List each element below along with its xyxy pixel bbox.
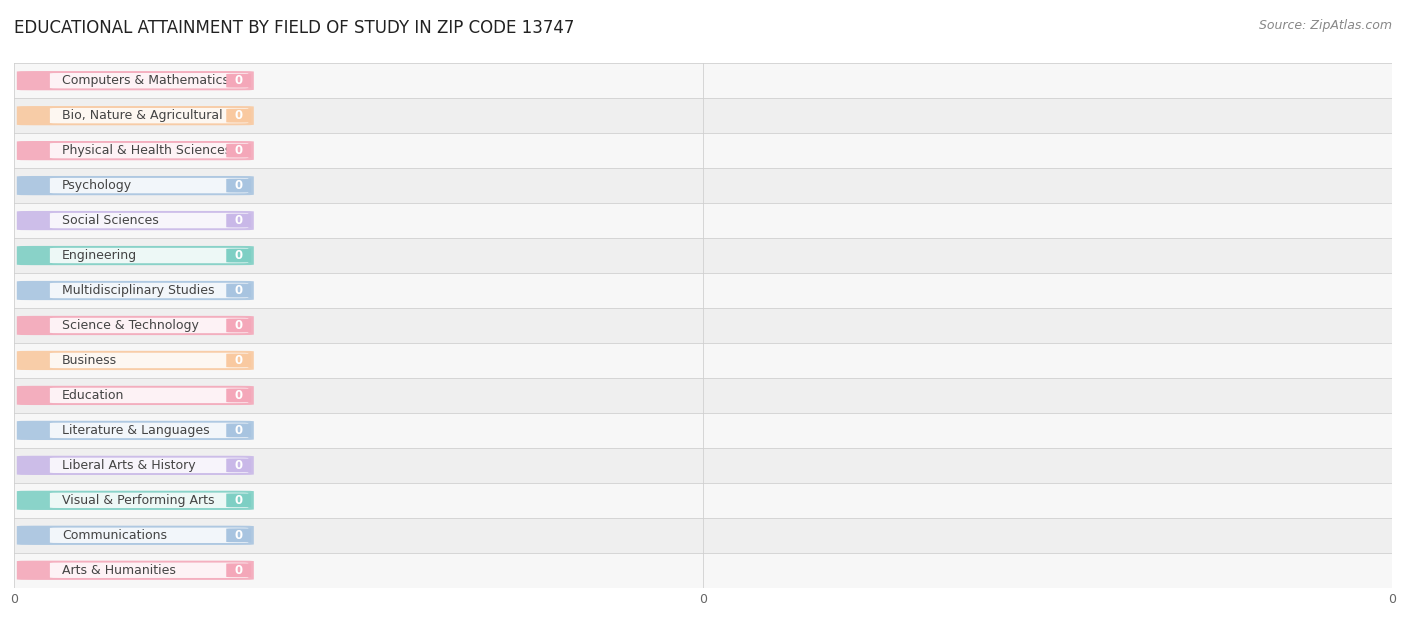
Bar — [14, 63, 1392, 98]
FancyBboxPatch shape — [226, 528, 252, 542]
FancyBboxPatch shape — [226, 353, 252, 367]
Text: 0: 0 — [235, 249, 243, 262]
FancyBboxPatch shape — [226, 423, 252, 437]
Bar — [14, 343, 1392, 378]
Text: EDUCATIONAL ATTAINMENT BY FIELD OF STUDY IN ZIP CODE 13747: EDUCATIONAL ATTAINMENT BY FIELD OF STUDY… — [14, 19, 575, 37]
Bar — [14, 133, 1392, 168]
Text: 0: 0 — [235, 74, 243, 87]
Text: 0: 0 — [235, 284, 243, 297]
Bar — [14, 273, 1392, 308]
Text: Business: Business — [62, 354, 117, 367]
Text: Computers & Mathematics: Computers & Mathematics — [62, 74, 229, 87]
Text: 0: 0 — [235, 144, 243, 157]
Text: Bio, Nature & Agricultural: Bio, Nature & Agricultural — [62, 109, 222, 122]
FancyBboxPatch shape — [17, 421, 254, 440]
FancyBboxPatch shape — [49, 73, 249, 88]
FancyBboxPatch shape — [49, 458, 249, 473]
Text: 0: 0 — [235, 319, 243, 332]
FancyBboxPatch shape — [17, 351, 254, 370]
Bar — [14, 98, 1392, 133]
Text: 0: 0 — [235, 214, 243, 227]
Bar — [14, 553, 1392, 588]
FancyBboxPatch shape — [49, 143, 249, 159]
FancyBboxPatch shape — [17, 526, 254, 545]
FancyBboxPatch shape — [226, 74, 252, 88]
FancyBboxPatch shape — [226, 214, 252, 228]
Bar — [14, 308, 1392, 343]
FancyBboxPatch shape — [226, 319, 252, 332]
Text: 0: 0 — [235, 564, 243, 577]
Text: 0: 0 — [235, 354, 243, 367]
FancyBboxPatch shape — [226, 143, 252, 157]
Bar — [14, 238, 1392, 273]
Text: 0: 0 — [235, 179, 243, 192]
Text: Liberal Arts & History: Liberal Arts & History — [62, 459, 195, 472]
Text: Arts & Humanities: Arts & Humanities — [62, 564, 176, 577]
FancyBboxPatch shape — [17, 141, 254, 161]
Text: Physical & Health Sciences: Physical & Health Sciences — [62, 144, 231, 157]
FancyBboxPatch shape — [49, 318, 249, 333]
Text: 0: 0 — [235, 459, 243, 472]
FancyBboxPatch shape — [17, 211, 254, 230]
Text: Literature & Languages: Literature & Languages — [62, 424, 209, 437]
Text: Social Sciences: Social Sciences — [62, 214, 159, 227]
FancyBboxPatch shape — [226, 284, 252, 298]
Bar — [14, 518, 1392, 553]
Text: Source: ZipAtlas.com: Source: ZipAtlas.com — [1258, 19, 1392, 32]
FancyBboxPatch shape — [17, 561, 254, 580]
Text: 0: 0 — [235, 529, 243, 542]
FancyBboxPatch shape — [49, 283, 249, 298]
FancyBboxPatch shape — [226, 248, 252, 262]
Text: 0: 0 — [235, 389, 243, 402]
FancyBboxPatch shape — [49, 423, 249, 438]
FancyBboxPatch shape — [17, 176, 254, 195]
FancyBboxPatch shape — [226, 179, 252, 193]
Bar — [14, 378, 1392, 413]
FancyBboxPatch shape — [17, 490, 254, 510]
Text: Education: Education — [62, 389, 124, 402]
FancyBboxPatch shape — [226, 458, 252, 472]
FancyBboxPatch shape — [49, 492, 249, 508]
FancyBboxPatch shape — [17, 71, 254, 90]
FancyBboxPatch shape — [17, 246, 254, 265]
FancyBboxPatch shape — [49, 108, 249, 123]
FancyBboxPatch shape — [17, 106, 254, 125]
FancyBboxPatch shape — [49, 248, 249, 264]
Text: Visual & Performing Arts: Visual & Performing Arts — [62, 494, 214, 507]
FancyBboxPatch shape — [226, 109, 252, 123]
Text: 0: 0 — [235, 109, 243, 122]
FancyBboxPatch shape — [49, 562, 249, 578]
Bar — [14, 483, 1392, 518]
FancyBboxPatch shape — [226, 494, 252, 507]
FancyBboxPatch shape — [49, 387, 249, 403]
FancyBboxPatch shape — [17, 316, 254, 335]
Bar — [14, 203, 1392, 238]
Text: Psychology: Psychology — [62, 179, 132, 192]
FancyBboxPatch shape — [17, 281, 254, 300]
Bar — [14, 168, 1392, 203]
FancyBboxPatch shape — [17, 386, 254, 405]
FancyBboxPatch shape — [49, 213, 249, 228]
FancyBboxPatch shape — [226, 389, 252, 403]
Text: Engineering: Engineering — [62, 249, 136, 262]
Bar — [14, 413, 1392, 448]
Text: Multidisciplinary Studies: Multidisciplinary Studies — [62, 284, 214, 297]
FancyBboxPatch shape — [49, 528, 249, 543]
Text: 0: 0 — [235, 424, 243, 437]
FancyBboxPatch shape — [49, 353, 249, 368]
Text: 0: 0 — [235, 494, 243, 507]
Text: Communications: Communications — [62, 529, 167, 542]
FancyBboxPatch shape — [17, 456, 254, 475]
FancyBboxPatch shape — [49, 178, 249, 193]
Text: Science & Technology: Science & Technology — [62, 319, 198, 332]
FancyBboxPatch shape — [226, 563, 252, 577]
Bar — [14, 448, 1392, 483]
